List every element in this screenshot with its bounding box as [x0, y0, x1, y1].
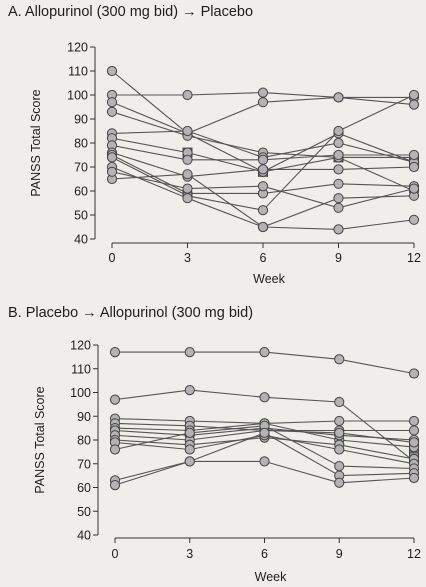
chart-b-y-tick-label: 80: [77, 434, 91, 448]
chart-b-data-point: [184, 427, 195, 438]
chart-a-data-point: [257, 181, 269, 192]
chart-b-x-tick-label: 9: [336, 547, 343, 561]
chart-a-y-tick-label: 40: [74, 233, 88, 247]
chart-a-y-tick-label: 70: [74, 161, 88, 175]
chart-b-x-axis-label: Week: [255, 570, 287, 584]
chart-a-data-point: [257, 97, 269, 108]
chart-b-x-tick-label: 0: [112, 547, 119, 561]
chart-a-data-point: [182, 125, 193, 137]
chart-a-data-point: [333, 125, 344, 137]
chart-a-y-tick-label: 100: [67, 89, 88, 103]
chart-b-data-point: [334, 354, 345, 365]
chart-b-data-point: [259, 456, 270, 467]
chart-a-data-point: [408, 149, 420, 161]
chart-a-data-point: [333, 202, 344, 213]
chart-b-data-point: [334, 461, 345, 472]
chart-a-data-point: [106, 106, 118, 117]
chart-a-y-tick-label: 110: [68, 65, 88, 79]
chart-b-data-point: [408, 437, 420, 448]
chart-a-data-point: [257, 205, 269, 216]
chart-b-data-point: [259, 392, 270, 403]
chart-b-x-tick-label: 12: [407, 547, 421, 561]
chart-b-data-point: [259, 347, 270, 358]
chart-b-data-point: [408, 425, 420, 436]
chart-b-data-point: [334, 396, 345, 408]
chart-a-y-tick-label: 50: [74, 209, 88, 223]
chart-b-data-point: [109, 480, 121, 491]
chart-a-data-point: [182, 169, 193, 180]
chart-a-y-tick-label: 80: [74, 137, 88, 151]
chart-b-data-point: [184, 456, 195, 467]
chart-b-y-tick-label: 110: [71, 362, 91, 376]
chart-a-x-tick-label: 12: [407, 251, 421, 265]
chart-a-x-tick-label: 9: [335, 251, 342, 265]
chart-b-title: B. Placebo → Allopurinol (300 mg bid): [8, 305, 254, 321]
chart-b-y-tick-label: 100: [70, 386, 91, 400]
chart-b-data-point: [109, 444, 121, 455]
chart-b-data-point: [408, 415, 420, 427]
chart-b-y-tick-label: 40: [77, 529, 91, 543]
chart-a-data-point: [408, 161, 420, 173]
chart-a-y-tick-label: 90: [74, 113, 88, 127]
chart-a-data-point: [333, 92, 344, 103]
chart-b-y-tick-label: 60: [77, 481, 91, 495]
chart-a-y-tick-label: 60: [74, 185, 88, 199]
chart-a-data-point: [182, 183, 193, 194]
chart-a-data-point: [333, 178, 344, 189]
chart-a-data-point: [182, 89, 193, 101]
chart-b-x-tick-label: 3: [186, 547, 193, 561]
chart-a-data-point: [106, 65, 118, 77]
chart-b-data-point: [334, 427, 345, 438]
chart-b-data-point: [334, 477, 345, 488]
chart-a-y-tick-label: 120: [67, 41, 88, 55]
chart-a-x-tick-label: 0: [109, 251, 116, 265]
chart-a-data-point: [408, 89, 420, 101]
chart-a-data-point: [333, 149, 344, 161]
chart-a-data-point: [182, 154, 193, 165]
chart-b-data-point: [334, 444, 345, 455]
chart-b-y-axis-label: PANSS Total Score: [33, 386, 47, 493]
chart-b-y-tick-label: 50: [77, 505, 91, 519]
chart-a-data-point: [408, 183, 420, 194]
chart-a-title: A. Allopurinol (300 mg bid) → Placebo: [8, 4, 254, 20]
chart-b-y-tick-label: 90: [77, 410, 91, 424]
chart-b-data-point: [259, 427, 270, 438]
chart-a-data-point: [106, 166, 118, 177]
chart-b-y-tick-label: 70: [77, 457, 91, 471]
chart-a-data-point: [257, 164, 269, 175]
chart-a-data-point: [408, 214, 420, 225]
chart-b-x-tick-label: 6: [261, 547, 268, 561]
chart-a-x-axis-label: Week: [253, 272, 285, 286]
chart-b-data-point: [184, 385, 195, 396]
chart-a: 40 50 60 70 80 90 100 110 120 0 3 6 9 12 Week PANSS Tot…: [29, 41, 421, 287]
chart-a-data-point: [257, 221, 269, 233]
chart-a-x-tick-label: 3: [184, 251, 191, 265]
chart-b-data-point: [184, 347, 195, 358]
chart-a-data-point: [333, 164, 344, 175]
chart-b-data-point: [408, 368, 420, 379]
chart-b-y-tick-label: 120: [70, 339, 91, 353]
chart-a-x-tick-label: 6: [260, 251, 267, 265]
chart-a-data-point: [333, 224, 344, 235]
chart-b-data-point: [109, 394, 121, 405]
chart-a-data-point: [333, 137, 344, 149]
chart-b-data-point: [109, 347, 121, 358]
chart-b-data-point: [184, 444, 195, 455]
chart-a-y-axis-label: PANSS Total Score: [29, 89, 43, 196]
chart-b-data-point: [408, 472, 420, 484]
chart-b-data-point: [334, 415, 345, 427]
